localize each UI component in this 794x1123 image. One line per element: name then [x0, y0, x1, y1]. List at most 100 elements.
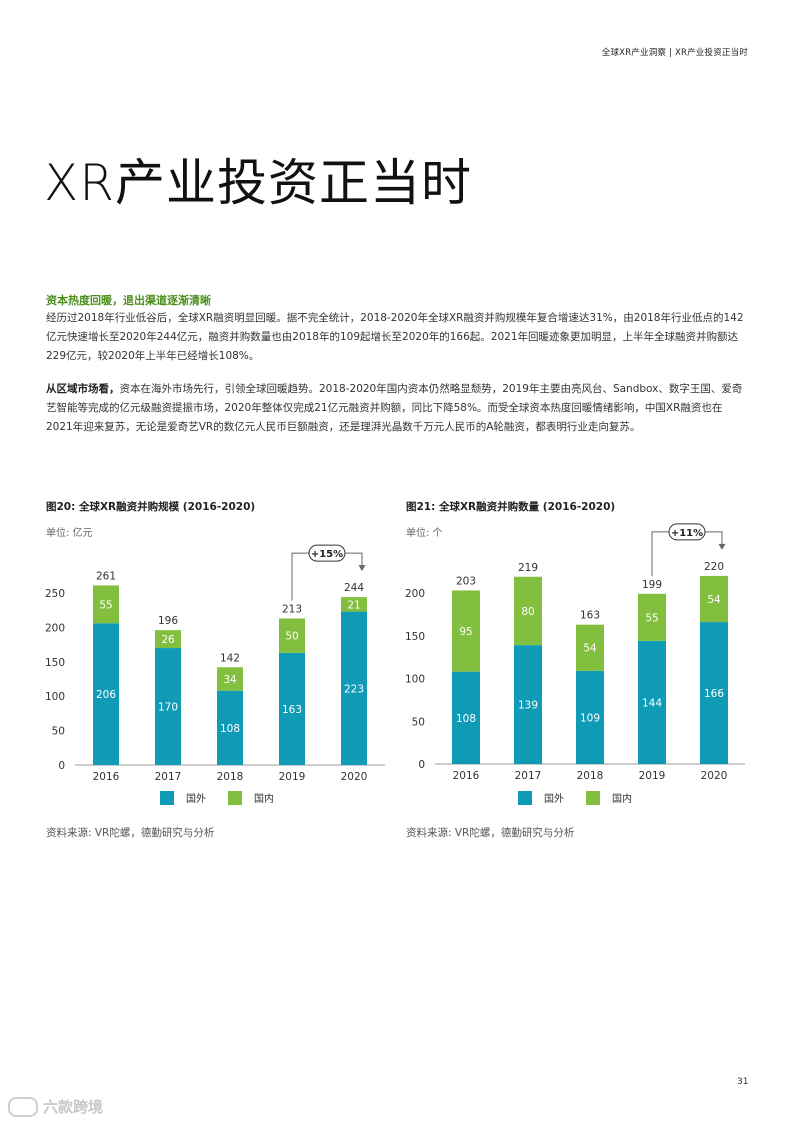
data-label-domestic: 55	[99, 599, 112, 611]
figure-21-chart: 0 50 100 150 200 108 95 203 2016 139 80 219 2017 109 5…	[405, 523, 745, 782]
paragraph-2-body: 资本在海外市场先行，引领全球回暖趋势。2018-2020年国内资本仍然略显颓势，…	[46, 383, 743, 433]
x-tick-label: 2018	[217, 771, 244, 783]
y-tick-label: 0	[418, 759, 425, 771]
bar-overseas	[638, 640, 666, 764]
page-number: 31	[737, 1077, 749, 1087]
bar-domestic	[279, 618, 305, 653]
legend-swatch-domestic	[228, 790, 242, 805]
data-label-overseas: 223	[344, 683, 364, 695]
figure-20-chart: 0 50 100 150 200 250 206 55 261 2016 170 26 196 2017 1…	[45, 544, 385, 783]
figure-20-source: 资料来源: VR陀螺，德勤研究与分析	[46, 827, 215, 839]
bar-domestic	[452, 590, 480, 672]
x-tick-label: 2019	[279, 771, 306, 783]
paragraph-2-lead: 从区域市场看，	[46, 383, 120, 395]
total-label: 220	[704, 561, 724, 573]
total-label: 213	[282, 603, 302, 615]
watermark: 六款跨境	[8, 1096, 103, 1117]
x-tick-label: 2018	[577, 770, 604, 782]
figure-21-title: 图21: 全球XR融资并购数量 (2016-2020)	[406, 501, 616, 513]
section-heading: 资本热度回暖，退出渠道逐渐清晰	[46, 294, 211, 307]
bar-overseas	[155, 648, 181, 765]
growth-arrow-icon	[718, 543, 726, 550]
data-label-domestic: 50	[285, 631, 298, 643]
x-tick-label: 2017	[155, 771, 182, 783]
legend-label-domestic: 国内	[254, 794, 274, 805]
data-label-domestic: 54	[707, 594, 721, 606]
paragraph-2: 从区域市场看，资本在海外市场先行，引领全球回暖趋势。2018-2020年国内资本…	[46, 380, 746, 437]
total-label: 261	[96, 570, 116, 582]
data-label-domestic: 54	[583, 643, 597, 655]
data-label-domestic: 34	[223, 674, 237, 686]
y-tick-label: 200	[405, 588, 425, 600]
data-label-domestic: 55	[645, 612, 658, 624]
legend-item-overseas: 国外	[160, 790, 206, 805]
x-tick-label: 2020	[341, 771, 368, 783]
y-tick-label: 100	[45, 691, 65, 703]
paragraph-1: 经历过2018年行业低谷后，全球XR融资明显回暖。据不完全统计，2018-202…	[46, 312, 744, 362]
total-label: 203	[456, 575, 476, 587]
figure-21-unit: 单位: 个	[406, 528, 443, 539]
data-label-overseas: 109	[580, 712, 600, 724]
figure-21-legend: 国外 国内	[518, 790, 654, 805]
data-label-overseas: 163	[282, 704, 302, 716]
x-tick-label: 2016	[453, 770, 480, 782]
legend-label-overseas: 国外	[544, 794, 564, 805]
total-label: 219	[518, 562, 538, 574]
figure-20-title: 图20: 全球XR融资并购规模 (2016-2020)	[46, 501, 256, 513]
bar-domestic	[217, 667, 243, 691]
figure-21-source: 资料来源: VR陀螺，德勤研究与分析	[406, 827, 575, 839]
total-label: 142	[220, 652, 240, 664]
data-label-overseas: 144	[642, 697, 662, 709]
bar-overseas	[341, 611, 367, 765]
total-label: 244	[344, 582, 364, 594]
legend-item-domestic: 国内	[586, 790, 632, 805]
figure-20-unit: 单位: 亿元	[46, 528, 93, 539]
running-header: 全球XR产业洞察 | XR产业投资正当时	[601, 48, 748, 58]
legend-item-overseas: 国外	[518, 790, 564, 805]
growth-label: +15%	[311, 549, 343, 560]
page-title: XR产业投资正当时	[44, 154, 472, 212]
legend-label-domestic: 国内	[612, 794, 632, 805]
growth-badge	[308, 544, 346, 562]
y-tick-label: 100	[405, 674, 425, 686]
growth-badge	[668, 523, 706, 541]
data-label-domestic: 26	[161, 634, 175, 646]
bar-overseas	[279, 652, 305, 765]
bar-domestic	[700, 575, 728, 623]
bar-overseas	[514, 645, 542, 764]
legend-item-domestic: 国内	[228, 790, 274, 805]
legend-label-overseas: 国外	[186, 794, 206, 805]
bar-overseas	[700, 622, 728, 764]
x-tick-label: 2016	[93, 771, 120, 783]
data-label-overseas: 108	[220, 723, 240, 735]
data-label-overseas: 108	[456, 713, 476, 725]
watermark-text: 六款跨境	[43, 1098, 104, 1116]
data-label-domestic: 80	[521, 606, 534, 618]
data-label-overseas: 170	[158, 702, 178, 714]
data-label-overseas: 206	[96, 689, 116, 701]
x-tick-label: 2019	[639, 770, 666, 782]
data-label-overseas: 166	[704, 688, 724, 700]
x-tick-label: 2020	[701, 770, 728, 782]
legend-swatch-domestic	[586, 790, 600, 805]
data-label-domestic: 95	[459, 626, 472, 638]
bar-overseas	[576, 670, 604, 764]
y-tick-label: 0	[58, 760, 65, 772]
growth-arrow-icon	[358, 565, 366, 572]
bar-domestic	[341, 597, 367, 612]
bar-domestic	[155, 630, 181, 649]
y-tick-label: 50	[52, 726, 65, 738]
y-tick-label: 150	[405, 631, 425, 643]
total-label: 163	[580, 610, 600, 622]
legend-swatch-overseas	[160, 790, 174, 805]
data-label-domestic: 21	[347, 599, 360, 611]
y-tick-label: 200	[45, 622, 65, 634]
data-label-overseas: 139	[518, 700, 538, 712]
legend-swatch-overseas	[518, 790, 532, 805]
total-label: 199	[642, 579, 662, 591]
bar-domestic	[576, 624, 604, 671]
bar-overseas	[217, 690, 243, 765]
x-tick-label: 2017	[515, 770, 542, 782]
y-tick-label: 50	[412, 716, 425, 728]
total-label: 196	[158, 615, 178, 627]
